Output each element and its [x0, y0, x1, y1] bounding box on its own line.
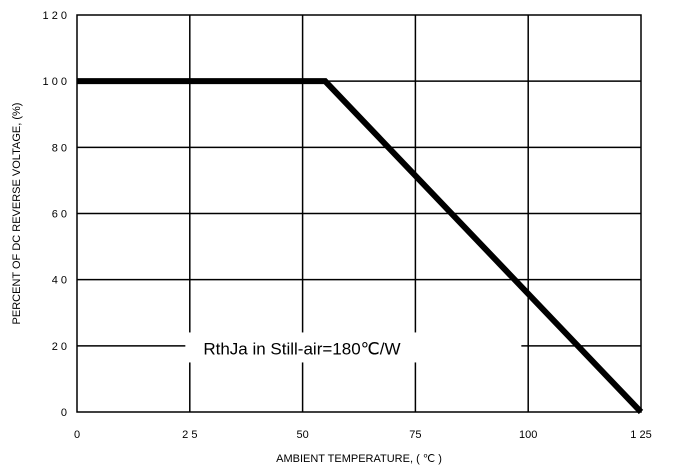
x-tick-label-125: 1 25 [630, 429, 651, 441]
y-axis-label: PERCENT OF DC REVERSE VOLTAGE, (%) [11, 103, 23, 325]
y-tick-label-20: 2 0 [52, 341, 67, 353]
annotation-text-0: RthJa in Still-air=180℃/W [203, 339, 400, 358]
y-tick-label-60: 6 0 [52, 209, 67, 221]
x-tick-label-100: 100 [519, 429, 537, 441]
series-line-0 [77, 78, 644, 415]
x-tick-label-0: 0 [74, 429, 80, 441]
x-tick-label-50: 50 [296, 429, 308, 441]
y-tick-label-40: 4 0 [52, 275, 67, 287]
y-tick-label-100: 1 0 0 [43, 76, 67, 88]
y-tick-label-0: 0 [61, 407, 67, 419]
plot-frame [76, 14, 642, 413]
annotation-background-0 [185, 332, 522, 363]
x-tick-label-75: 75 [409, 429, 421, 441]
x-axis-label: AMBIENT TEMPERATURE, ( ℃ ) [276, 453, 442, 465]
y-tick-label-80: 8 0 [52, 142, 67, 154]
series-layer [77, 78, 644, 415]
y-tick-label-120: 1 2 0 [43, 10, 67, 22]
annotation-layer: RthJa in Still-air=180℃/W [185, 332, 522, 363]
x-tick-label-25: 2 5 [182, 429, 197, 441]
